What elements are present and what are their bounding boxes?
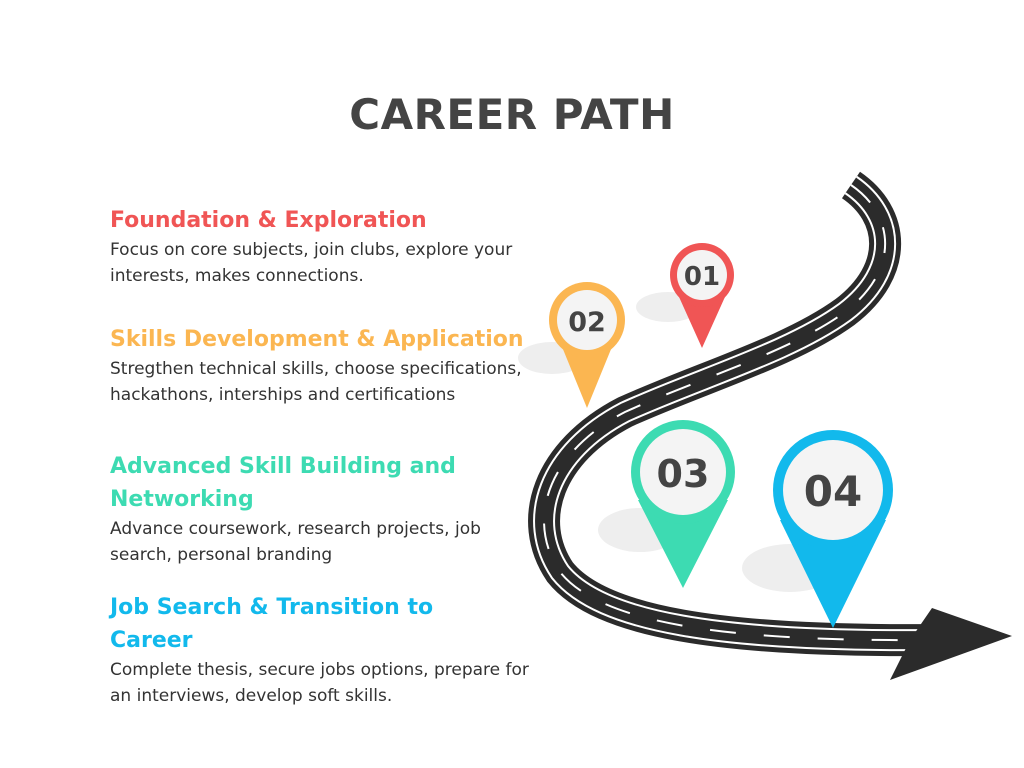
step-3-description: Advance coursework, research projects, j… <box>110 519 481 565</box>
page-title: CAREER PATH <box>349 90 675 139</box>
step-1: Foundation & Exploration Focus on core s… <box>110 204 550 289</box>
step-1-heading: Foundation & Exploration <box>110 208 427 233</box>
pin-01-label: 01 <box>684 262 720 292</box>
pin-04: 04 <box>773 430 893 628</box>
road <box>528 171 1012 680</box>
step-3-heading: Advanced Skill Building and Networking <box>110 454 456 512</box>
pin-03-label: 03 <box>657 452 710 496</box>
step-1-description: Focus on core subjects, join clubs, expl… <box>110 240 513 286</box>
pin-04-label: 04 <box>804 467 862 516</box>
step-2-heading: Skills Development & Application <box>110 327 524 352</box>
step-4: Job Search & Transition to Career Comple… <box>110 591 550 709</box>
step-4-heading: Job Search & Transition to Career <box>110 595 434 653</box>
step-2-description: Stregthen technical skills, choose speci… <box>110 359 522 405</box>
pin-01: 01 <box>670 243 734 348</box>
pin-02: 02 <box>549 282 625 408</box>
step-3: Advanced Skill Building and Networking A… <box>110 450 550 568</box>
road-arrowhead <box>890 608 1012 680</box>
step-2: Skills Development & Application Stregth… <box>110 323 550 408</box>
pin-03: 03 <box>631 420 735 588</box>
step-4-description: Complete thesis, secure jobs options, pr… <box>110 660 529 706</box>
pin-02-label: 02 <box>568 307 606 338</box>
